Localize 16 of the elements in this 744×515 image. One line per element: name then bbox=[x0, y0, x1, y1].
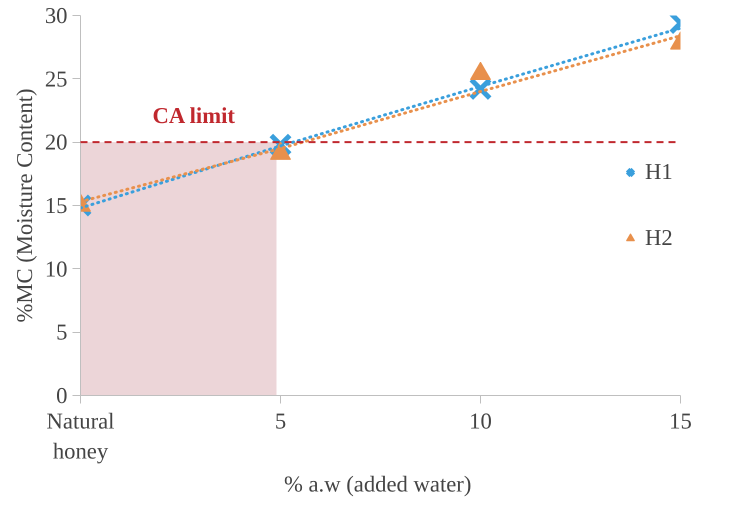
ref-line-label: CA limit bbox=[152, 103, 236, 128]
y-tick-label: 25 bbox=[44, 66, 68, 92]
y-tick-label: 15 bbox=[44, 193, 68, 218]
x-tick-label: 5 bbox=[274, 408, 286, 434]
y-tick-label: 30 bbox=[44, 3, 68, 28]
x-axis-title: % a.w (added water) bbox=[284, 472, 472, 496]
legend-label: H1 bbox=[645, 159, 674, 185]
x-tick-label: 15 bbox=[669, 408, 692, 434]
y-tick-label: 0 bbox=[56, 383, 68, 408]
y-tick-label: 20 bbox=[44, 130, 68, 155]
y-tick-label: 5 bbox=[56, 320, 68, 345]
x-tick-label: Natural honey bbox=[46, 408, 114, 464]
legend-label: H2 bbox=[645, 225, 674, 251]
y-axis-title: %MC (Moisture Content) bbox=[12, 88, 37, 323]
x-tick-label: 10 bbox=[469, 408, 492, 434]
y-tick-label: 10 bbox=[44, 256, 68, 282]
